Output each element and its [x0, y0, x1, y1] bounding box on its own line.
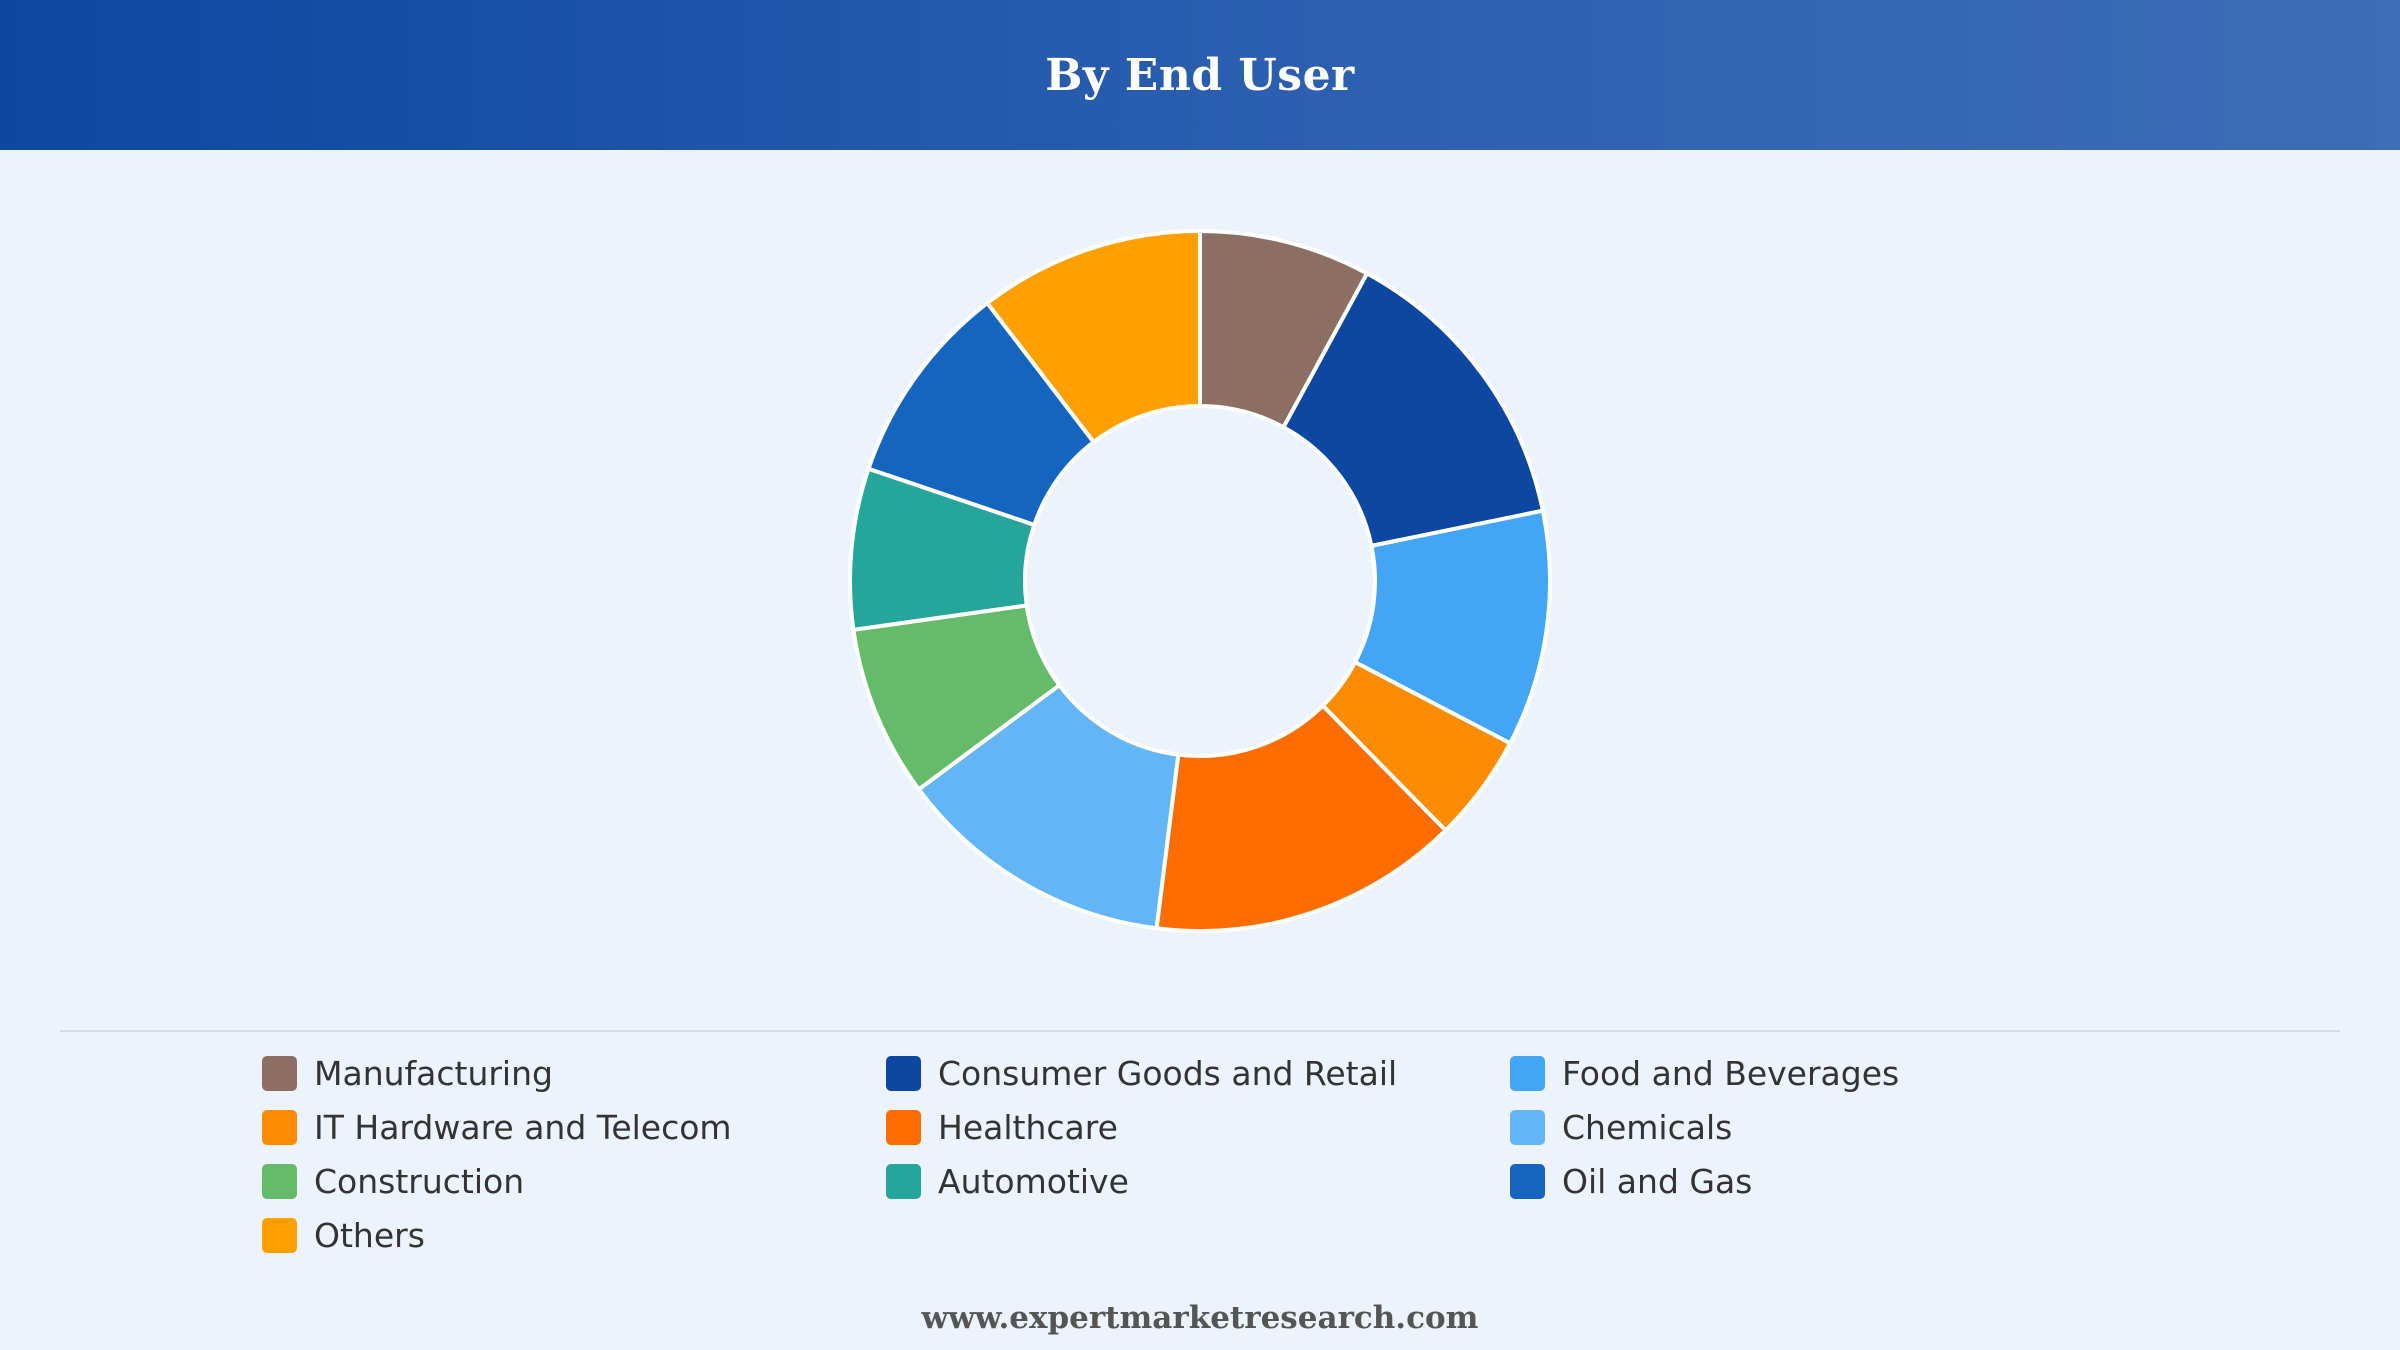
legend-swatch — [886, 1109, 921, 1145]
legend-label: Automotive — [938, 1161, 1129, 1201]
donut-chart — [0, 150, 2400, 1030]
pie-slice-food-and-beverages[interactable] — [1353, 508, 1552, 746]
header-banner: By End User — [0, 0, 2400, 150]
legend-swatch — [1510, 1163, 1545, 1199]
pie-slice-chemicals[interactable] — [916, 683, 1181, 931]
legend-label: Oil and Gas — [1562, 1161, 1753, 1201]
legend-item-others[interactable]: Others — [262, 1208, 886, 1262]
legend-swatch — [262, 1163, 297, 1199]
legend-divider — [60, 1030, 2340, 1032]
legend-item-automotive[interactable]: Automotive — [886, 1154, 1510, 1208]
legend-item-consumer-goods-and-retail[interactable]: Consumer Goods and Retail — [886, 1046, 1510, 1100]
pie-slice-healthcare[interactable] — [1154, 703, 1448, 933]
donut-chart-svg — [848, 229, 1552, 933]
legend-swatch — [262, 1109, 297, 1145]
legend-item-food-and-beverages[interactable]: Food and Beverages — [1510, 1046, 2134, 1100]
legend-swatch — [1510, 1109, 1545, 1145]
legend-item-oil-and-gas[interactable]: Oil and Gas — [1510, 1154, 2134, 1208]
legend-swatch — [886, 1055, 921, 1091]
legend-swatch — [262, 1217, 297, 1253]
legend-item-healthcare[interactable]: Healthcare — [886, 1100, 1510, 1154]
pie-slice-consumer-goods-and-retail[interactable] — [1281, 271, 1545, 548]
legend-label: Healthcare — [938, 1107, 1118, 1147]
legend-label: Food and Beverages — [1562, 1053, 1900, 1093]
legend-item-chemicals[interactable]: Chemicals — [1510, 1100, 2134, 1154]
legend-label: Chemicals — [1562, 1107, 1733, 1147]
source-footer: www.expertmarketresearch.com — [921, 1300, 1479, 1336]
pie-slice-others[interactable] — [985, 229, 1202, 445]
legend-item-construction[interactable]: Construction — [262, 1154, 886, 1208]
legend-item-manufacturing[interactable]: Manufacturing — [262, 1046, 886, 1100]
legend-item-it-hardware-and-telecom[interactable]: IT Hardware and Telecom — [262, 1100, 886, 1154]
legend-label: Manufacturing — [314, 1053, 553, 1093]
legend-label: Consumer Goods and Retail — [938, 1053, 1398, 1093]
chart-legend: Manufacturing Consumer Goods and Retail Fo… — [262, 1046, 2162, 1262]
legend-swatch — [1510, 1055, 1545, 1091]
legend-swatch — [262, 1055, 297, 1091]
legend-swatch — [886, 1163, 921, 1199]
legend-label: Others — [314, 1215, 425, 1255]
chart-title: By End User — [1045, 49, 1355, 101]
legend-label: Construction — [314, 1161, 525, 1201]
legend-label: IT Hardware and Telecom — [314, 1107, 732, 1147]
